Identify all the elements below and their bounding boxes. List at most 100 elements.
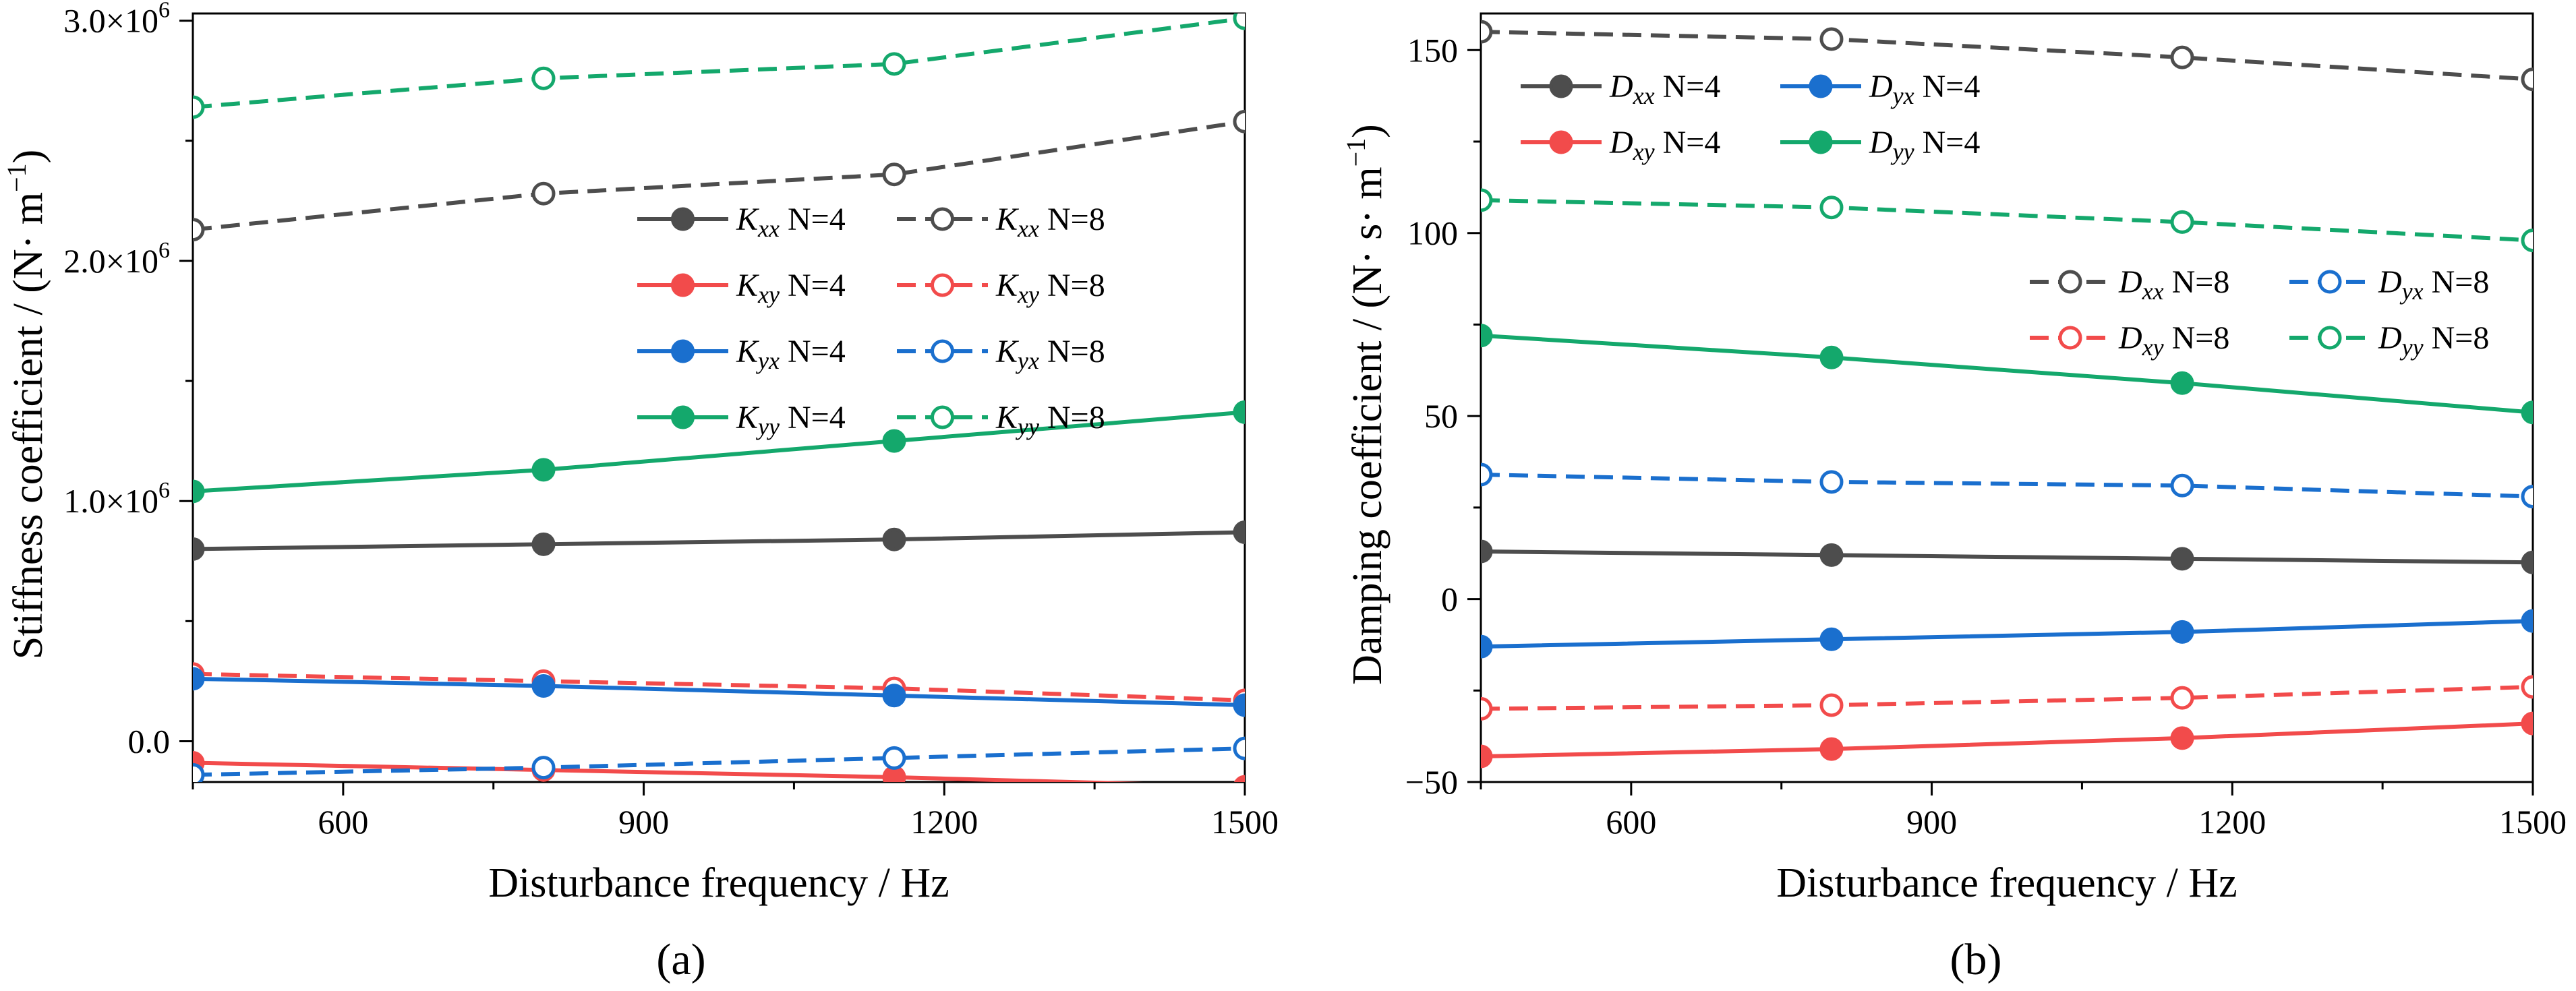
- text-span: 6: [158, 238, 170, 263]
- legend-label: Kxx N=4: [736, 202, 846, 242]
- legend-entry: Dyx N=4: [1780, 69, 1980, 109]
- legend-label: Kxy N=4: [736, 268, 846, 308]
- legend-label: Dyy N=4: [1869, 125, 1980, 165]
- legend-entry: Kyx N=4: [637, 334, 846, 374]
- data-point: [882, 162, 906, 187]
- series-line: [193, 746, 1245, 777]
- text-span: yy: [1016, 413, 1039, 440]
- text-span: 0: [1441, 580, 1458, 618]
- text-span: yy: [2400, 334, 2424, 361]
- data-point: [2521, 400, 2533, 425]
- text-span: D: [2378, 264, 2402, 300]
- text-span: N=4: [1655, 69, 1721, 104]
- data-point: [193, 95, 205, 119]
- text-span: N=8: [2424, 264, 2490, 300]
- text-span: ): [1345, 124, 1391, 138]
- text-span: −50: [1405, 763, 1458, 801]
- data-point: [1233, 13, 1245, 30]
- data-point: [1481, 696, 1493, 721]
- data-point: [1234, 775, 1245, 782]
- data-point: [2521, 550, 2533, 574]
- text-span: 100: [1407, 214, 1458, 252]
- text-span: N=8: [2424, 320, 2490, 356]
- text-span: K: [736, 202, 760, 237]
- series-kyx-n4: [193, 667, 1245, 717]
- text-span: 6: [158, 478, 170, 503]
- legend-marker: [1549, 74, 1573, 98]
- plot-frame: [1480, 12, 2534, 783]
- y-tick-label: 1.0×106: [63, 478, 170, 520]
- data-point: [1819, 693, 1844, 717]
- text-span: K: [736, 400, 760, 436]
- data-point: [1233, 109, 1245, 133]
- text-span: D: [2378, 320, 2402, 356]
- legend-label: Kyy N=4: [736, 400, 846, 440]
- text-span: K: [995, 334, 1020, 369]
- data-point: [1233, 693, 1245, 717]
- series-kyy-n8: [193, 13, 1245, 119]
- text-span: 50: [1424, 397, 1458, 435]
- series-line: [1481, 619, 2533, 649]
- legend-marker: [2058, 270, 2082, 294]
- x-tick-label: 600: [318, 803, 368, 841]
- x-tick-label: 600: [1606, 803, 1656, 841]
- x-tick-label: 1500: [2499, 803, 2567, 841]
- x-tick-label: 900: [618, 803, 669, 841]
- x-axis-title: Disturbance frequency / Hz: [1776, 860, 2237, 906]
- text-span: xx: [1633, 82, 1655, 109]
- data-point: [193, 218, 205, 242]
- text-span: yy: [756, 413, 780, 440]
- text-span: 150: [1407, 31, 1458, 69]
- data-point: [1819, 543, 1844, 567]
- series-line: [193, 676, 1245, 707]
- data-point: [2170, 686, 2194, 710]
- data-point: [1481, 462, 1493, 487]
- series-line: [1481, 198, 2533, 243]
- legend-label: Kxy N=8: [995, 268, 1105, 308]
- data-point: [2521, 609, 2533, 633]
- legend-entry: Dyy N=8: [2289, 320, 2489, 361]
- x-tick-label: 900: [1906, 803, 1957, 841]
- panel-label: (a): [656, 935, 705, 984]
- plot-area: [193, 13, 1245, 782]
- text-span: D: [1609, 69, 1633, 104]
- legend-marker: [671, 405, 695, 429]
- legend-label: Dxx N=8: [2118, 264, 2229, 305]
- legend-entry: Dxx N=8: [2030, 264, 2229, 305]
- text-span: 3.0×10: [63, 2, 158, 40]
- series-line: [1481, 549, 2533, 565]
- data-point: [2170, 371, 2194, 395]
- text-span: N=4: [780, 268, 846, 303]
- text-span: yx: [1891, 82, 1914, 109]
- data-point: [2521, 675, 2533, 699]
- legend-marker: [671, 339, 695, 363]
- y-tick-label: 150: [1407, 31, 1458, 69]
- text-span: K: [736, 334, 760, 369]
- y-tick-label: 3.0×106: [63, 0, 170, 40]
- series-line: [193, 410, 1245, 493]
- legend-label: Dyx N=8: [2378, 264, 2489, 305]
- legend-marker: [2058, 326, 2082, 350]
- text-span: K: [736, 268, 760, 303]
- data-point: [1819, 470, 1844, 494]
- series-line: [193, 760, 1144, 782]
- legend-marker: [2318, 326, 2342, 350]
- text-span: xy: [2142, 334, 2164, 361]
- series-line: [1481, 721, 2533, 758]
- series-line: [193, 530, 1245, 551]
- y-axis-title: Damping coefficient / (N· s· m−1): [1341, 124, 1391, 685]
- y-tick-label: 0.0: [128, 722, 171, 760]
- series-kxx-n4: [193, 520, 1245, 561]
- legend-entry: Kyy N=8: [897, 400, 1105, 440]
- plot-frame: [192, 12, 1246, 783]
- legend-marker: [931, 339, 954, 363]
- text-span: −1: [1341, 138, 1371, 167]
- x-axis-title: Disturbance frequency / Hz: [488, 860, 949, 906]
- series-line: [1481, 333, 2533, 415]
- legend-marker: [1809, 74, 1833, 98]
- data-point: [531, 458, 556, 482]
- series-line: [193, 16, 1245, 109]
- legend-marker: [671, 273, 695, 297]
- x-tick-label: 1500: [1211, 803, 1279, 841]
